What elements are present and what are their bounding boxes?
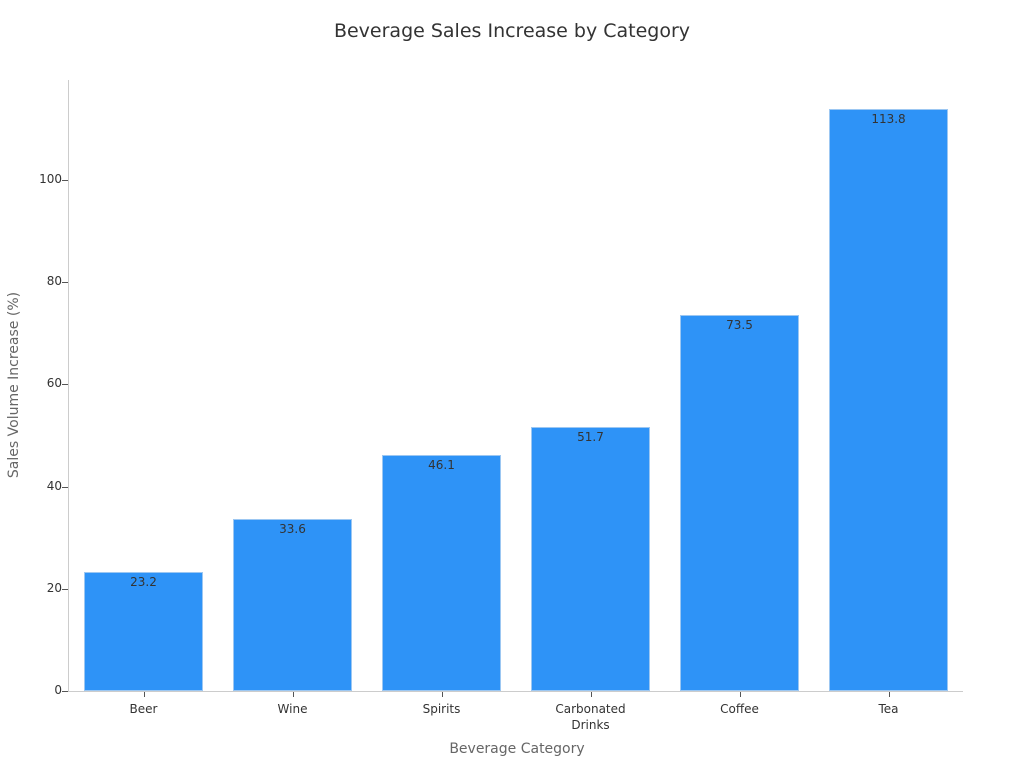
- y-tick: [62, 691, 68, 692]
- bar-value-label: 113.8: [871, 112, 906, 127]
- y-tick: [62, 486, 68, 488]
- bar: [829, 109, 948, 691]
- y-axis-line: [68, 80, 69, 692]
- y-tick-label: 80: [46, 274, 62, 289]
- x-tick: [590, 692, 592, 697]
- bar-value-label: 23.2: [130, 575, 157, 590]
- y-tick: [62, 180, 68, 181]
- bar-value-label: 73.5: [726, 318, 753, 333]
- y-tick-label: 40: [46, 478, 62, 493]
- y-tick: [62, 588, 68, 590]
- x-tick: [292, 692, 294, 697]
- x-tick: [888, 692, 890, 697]
- bar: [382, 455, 501, 691]
- bar-value-label: 51.7: [577, 429, 604, 444]
- chart-title: Beverage Sales Increase by Category: [333, 20, 691, 42]
- x-tick-label: Beer: [129, 702, 158, 716]
- y-tick-label: 100: [39, 172, 62, 186]
- x-tick: [739, 692, 741, 697]
- x-tick-label: Spirits: [422, 702, 461, 716]
- x-axis-label: Beverage Category: [449, 741, 585, 757]
- bar: [680, 315, 799, 691]
- x-tick: [143, 692, 145, 697]
- x-tick-label: Wine: [277, 702, 308, 716]
- y-tick: [62, 282, 68, 284]
- y-tick-label: 0: [54, 683, 62, 697]
- y-tick-label: 60: [46, 376, 62, 391]
- x-tick: [441, 692, 443, 697]
- bar: [233, 519, 352, 691]
- x-tick-label: Coffee: [720, 702, 759, 716]
- x-tick-label: Carbonated Drinks: [555, 702, 626, 732]
- bar: [531, 426, 650, 691]
- y-tick: [62, 384, 68, 386]
- x-axis-line: [68, 691, 963, 692]
- bar: [84, 572, 203, 691]
- bar-value-label: 46.1: [428, 458, 455, 473]
- bar-value-label: 33.6: [279, 522, 306, 537]
- y-tick-label: 20: [46, 580, 62, 595]
- x-tick-label: Tea: [878, 702, 899, 716]
